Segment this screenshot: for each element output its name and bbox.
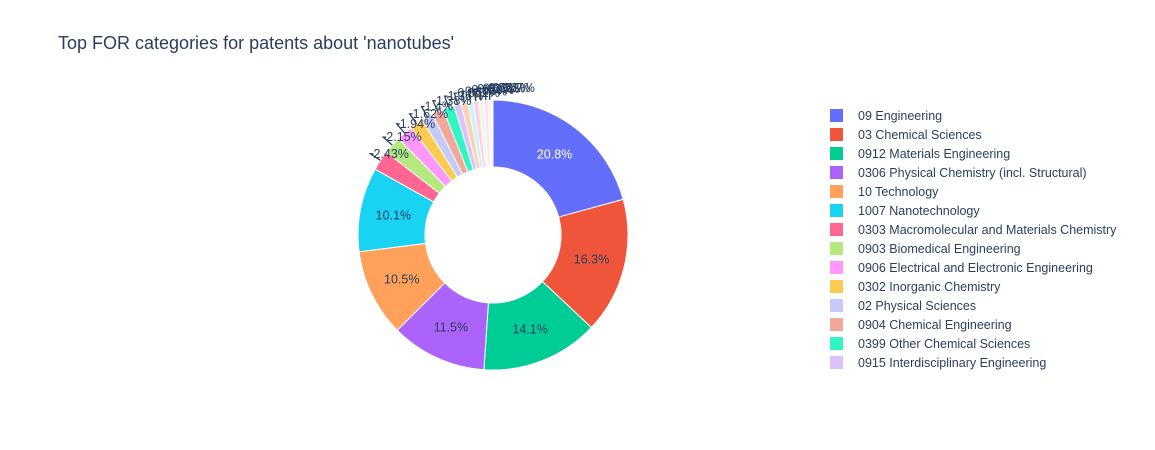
legend: 09 Engineering 03 Chemical Sciences 0912 M… (830, 106, 1116, 372)
slice-label-outside: 2.15% (386, 130, 421, 144)
legend-swatch (830, 147, 843, 160)
legend-swatch (830, 185, 843, 198)
legend-item-0399-other-chemical-sciences[interactable]: 0399 Other Chemical Sciences (830, 334, 1116, 353)
legend-item-0903-biomedical-engineering[interactable]: 0903 Biomedical Engineering (830, 239, 1116, 258)
legend-item-0904-chemical-engineering[interactable]: 0904 Chemical Engineering (830, 315, 1116, 334)
legend-label: 10 Technology (858, 185, 938, 199)
legend-swatch (830, 337, 843, 350)
legend-label: 0906 Electrical and Electronic Engineeri… (858, 261, 1093, 275)
legend-label: 0912 Materials Engineering (858, 147, 1010, 161)
legend-item-0302-inorganic-chemistry[interactable]: 0302 Inorganic Chemistry (830, 277, 1116, 296)
slice-label: 11.5% (434, 320, 469, 334)
legend-swatch (830, 242, 843, 255)
legend-item-0906-electrical-and-electronic-engineering[interactable]: 0906 Electrical and Electronic Engineeri… (830, 258, 1116, 277)
legend-swatch (830, 223, 843, 236)
legend-item-0912-materials-engineering[interactable]: 0912 Materials Engineering (830, 144, 1116, 163)
legend-label: 0306 Physical Chemistry (incl. Structura… (858, 166, 1087, 180)
slice-label: 10.5% (384, 272, 419, 286)
legend-label: 1007 Nanotechnology (858, 204, 980, 218)
legend-item-1007-nanotechnology[interactable]: 1007 Nanotechnology (830, 201, 1116, 220)
legend-item-02-physical-sciences[interactable]: 02 Physical Sciences (830, 296, 1116, 315)
legend-label: 0903 Biomedical Engineering (858, 242, 1021, 256)
slice-unlabeled-20[interactable] (491, 100, 493, 167)
legend-swatch (830, 204, 843, 217)
legend-swatch (830, 109, 843, 122)
legend-item-0306-physical-chemistry-incl-structural[interactable]: 0306 Physical Chemistry (incl. Structura… (830, 163, 1116, 182)
legend-swatch (830, 280, 843, 293)
slice-label: 20.8% (537, 147, 572, 161)
legend-label: 0303 Macromolecular and Materials Chemis… (858, 223, 1116, 237)
legend-swatch (830, 356, 843, 369)
legend-swatch (830, 299, 843, 312)
legend-item-0915-interdisciplinary-engineering[interactable]: 0915 Interdisciplinary Engineering (830, 353, 1116, 372)
legend-swatch (830, 166, 843, 179)
slice-label: 10.1% (376, 209, 411, 223)
legend-item-0303-macromolecular-and-materials-chemistry[interactable]: 0303 Macromolecular and Materials Chemis… (830, 220, 1116, 239)
legend-label: 0904 Chemical Engineering (858, 318, 1012, 332)
legend-swatch (830, 128, 843, 141)
legend-label: 0915 Interdisciplinary Engineering (858, 356, 1046, 370)
slice-label: 16.3% (574, 252, 609, 266)
donut-chart: 20.8% 16.3% 14.1% 11.5% 10.5% 10.1% 2.43% 2.15%… (0, 0, 760, 450)
slice-label-outside: 0.367% (492, 81, 534, 95)
legend-item-03-chemical-sciences[interactable]: 03 Chemical Sciences (830, 125, 1116, 144)
legend-label: 09 Engineering (858, 109, 942, 123)
legend-label: 02 Physical Sciences (858, 299, 976, 313)
legend-label: 03 Chemical Sciences (858, 128, 982, 142)
legend-item-10-technology[interactable]: 10 Technology (830, 182, 1116, 201)
legend-label: 0302 Inorganic Chemistry (858, 280, 1000, 294)
legend-label: 0399 Other Chemical Sciences (858, 337, 1030, 351)
slice-label: 14.1% (512, 322, 547, 336)
legend-item-09-engineering[interactable]: 09 Engineering (830, 106, 1116, 125)
legend-swatch (830, 261, 843, 274)
legend-swatch (830, 318, 843, 331)
slice-label-outside: 2.43% (373, 147, 408, 161)
